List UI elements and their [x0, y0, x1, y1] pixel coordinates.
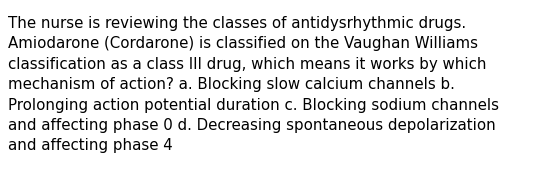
Text: The nurse is reviewing the classes of antidysrhythmic drugs.
Amiodarone (Cordaro: The nurse is reviewing the classes of an… — [8, 16, 499, 153]
